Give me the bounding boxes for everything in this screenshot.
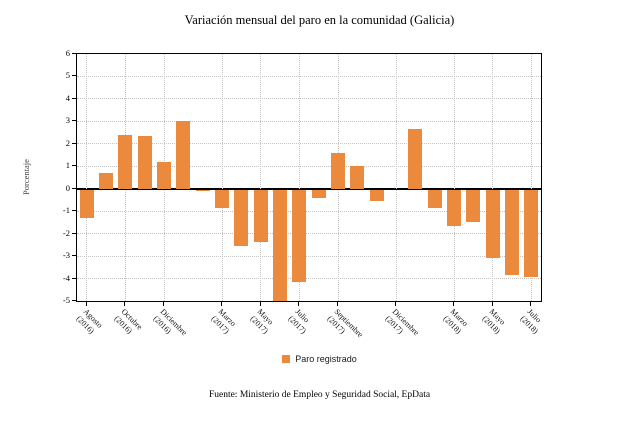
y-gridline — [77, 233, 541, 235]
x-tick-mark — [259, 302, 261, 306]
bar — [524, 189, 539, 278]
y-tick-label: -5 — [62, 295, 70, 305]
x-gridline — [395, 54, 397, 301]
bar — [408, 129, 423, 189]
bar — [215, 189, 229, 208]
y-tick-mark — [72, 187, 76, 189]
y-tick-label: 4 — [65, 92, 70, 103]
x-tick-label: Agosto (2016) — [74, 307, 105, 336]
y-tick-mark — [72, 120, 76, 122]
y-tick-mark — [72, 232, 76, 234]
x-tick-label: Diciembre (2017) — [383, 307, 421, 338]
bar — [273, 189, 287, 301]
x-tick-label: Mayo (2018) — [480, 307, 507, 336]
y-gridline — [77, 278, 541, 280]
y-tick-label: 0 — [65, 182, 70, 193]
x-tick-mark — [491, 302, 493, 306]
y-gridline — [77, 75, 541, 77]
bar — [157, 161, 171, 189]
y-gridline — [77, 210, 541, 212]
x-tick-mark — [221, 302, 222, 306]
legend: Paro registrado — [0, 354, 639, 364]
x-gridline — [221, 54, 223, 301]
x-tick-mark — [530, 302, 532, 306]
bar — [234, 189, 249, 246]
zero-axis-line — [77, 187, 541, 190]
y-tick-mark — [72, 165, 76, 167]
y-tick-mark — [72, 277, 76, 279]
bar — [253, 189, 268, 243]
bar — [195, 189, 210, 191]
bar — [79, 189, 94, 218]
y-tick-mark — [72, 300, 76, 301]
bar — [466, 189, 481, 223]
x-gridline — [530, 54, 532, 301]
x-tick-label: Septiembre (2017) — [325, 307, 365, 340]
bar — [350, 166, 365, 189]
x-tick-mark — [124, 302, 126, 306]
y-tick-label: 6 — [65, 48, 70, 58]
bar — [447, 189, 461, 226]
x-tick-label: Marzo (2018) — [441, 307, 470, 336]
y-tick-mark — [72, 75, 76, 77]
y-tick-label: -4 — [62, 272, 70, 283]
legend-label: Paro registrado — [295, 354, 357, 364]
y-gridline — [77, 143, 541, 145]
x-gridline — [86, 54, 88, 301]
y-tick-label: -2 — [62, 227, 70, 238]
x-gridline — [260, 54, 262, 301]
y-tick-mark — [72, 142, 76, 144]
source-note: Fuente: Ministerio de Empleo y Seguridad… — [208, 390, 431, 400]
y-axis-label: Porcentaje — [21, 159, 31, 195]
bar — [485, 189, 500, 259]
x-gridline — [492, 54, 494, 301]
y-gridline — [77, 120, 541, 122]
y-gridline — [77, 98, 541, 100]
y-gridline — [77, 165, 541, 167]
bar — [176, 121, 191, 189]
x-tick-mark — [163, 302, 164, 306]
bar — [292, 189, 307, 282]
x-tick-mark — [298, 302, 300, 306]
plot-area — [76, 53, 542, 302]
y-tick-label: -3 — [62, 250, 70, 261]
y-tick-mark — [72, 97, 76, 99]
y-tick-mark — [72, 255, 76, 257]
x-tick-label: Octubre (2016) — [113, 307, 145, 336]
bar — [311, 189, 326, 198]
x-tick-label: Diciembre (2016) — [151, 307, 189, 338]
x-tick-mark — [337, 302, 338, 306]
x-gridline — [298, 54, 300, 301]
y-tick-label: 2 — [65, 137, 70, 148]
x-tick-mark — [453, 302, 454, 306]
bar — [505, 189, 519, 276]
y-tick-label: 1 — [65, 160, 70, 171]
bar — [331, 152, 345, 189]
x-tick-mark — [395, 302, 396, 306]
y-tick-mark — [72, 53, 76, 54]
bar — [427, 189, 442, 208]
x-gridline — [453, 54, 455, 301]
bar — [99, 173, 113, 189]
chart-title: Variación mensual del paro en la comunid… — [184, 13, 455, 27]
y-gridline — [77, 255, 541, 257]
y-tick-label: 5 — [65, 70, 70, 81]
x-tick-label: Julio (2017) — [287, 307, 312, 336]
x-tick-label: Mayo (2017) — [248, 307, 275, 336]
x-tick-mark — [85, 302, 87, 306]
y-tick-mark — [72, 210, 76, 212]
x-tick-label: Julio (2018) — [519, 307, 544, 336]
y-tick-label: -1 — [62, 205, 70, 216]
legend-swatch-icon — [282, 355, 291, 363]
bar — [369, 189, 384, 201]
bar — [118, 134, 133, 189]
bar — [137, 135, 152, 189]
x-tick-label: Marzo (2017) — [209, 307, 238, 336]
y-tick-label: 3 — [65, 115, 70, 126]
